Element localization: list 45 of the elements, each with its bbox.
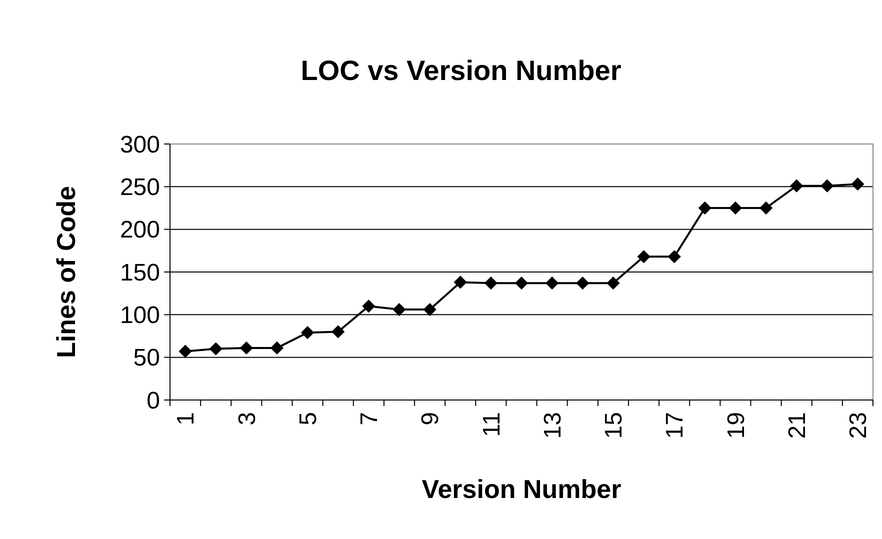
point xyxy=(332,325,345,338)
point xyxy=(484,276,498,290)
x-tick-label: 11 xyxy=(478,412,506,437)
x-tick-label: 15 xyxy=(600,412,628,439)
y-tick-label: 50 xyxy=(133,344,160,372)
point xyxy=(300,326,314,340)
x-tick-label: 23 xyxy=(845,412,872,439)
y-tick-label: 0 xyxy=(146,387,160,414)
x-tick-label: 9 xyxy=(417,412,444,426)
point xyxy=(606,276,620,290)
x-tick-label: 21 xyxy=(784,412,811,439)
x-tick-label: 5 xyxy=(294,412,322,426)
x-tick-label: 3 xyxy=(234,412,261,426)
y-axis-title: Lines of Code xyxy=(51,186,81,358)
y-tick-label: 150 xyxy=(120,259,160,286)
y-tick-label: 300 xyxy=(120,131,160,158)
point xyxy=(728,201,742,215)
point xyxy=(454,276,467,289)
chart-title: LOC vs Version Number xyxy=(300,55,622,86)
point xyxy=(668,250,681,264)
point xyxy=(759,201,773,215)
x-tick-label: 13 xyxy=(539,412,566,439)
x-tick-label: 7 xyxy=(356,412,384,426)
point xyxy=(576,276,590,290)
point xyxy=(423,302,436,316)
point xyxy=(178,344,192,358)
point xyxy=(240,341,253,355)
x-tick-label: 1 xyxy=(172,412,200,426)
y-tick-label: 100 xyxy=(120,302,160,330)
x-tick-label: 17 xyxy=(662,412,689,439)
point xyxy=(270,341,284,355)
x-tick-label: 19 xyxy=(722,412,750,439)
x-axis-title: Version Number xyxy=(422,474,622,504)
point xyxy=(362,300,376,313)
y-tick-label: 250 xyxy=(120,174,160,202)
point xyxy=(790,179,804,192)
point xyxy=(851,178,864,191)
point xyxy=(637,250,650,264)
point xyxy=(820,179,834,192)
point xyxy=(514,276,528,290)
point xyxy=(698,201,712,215)
y-tick-label: 200 xyxy=(120,216,160,244)
point xyxy=(209,342,222,356)
point xyxy=(392,302,406,316)
point xyxy=(545,276,559,290)
